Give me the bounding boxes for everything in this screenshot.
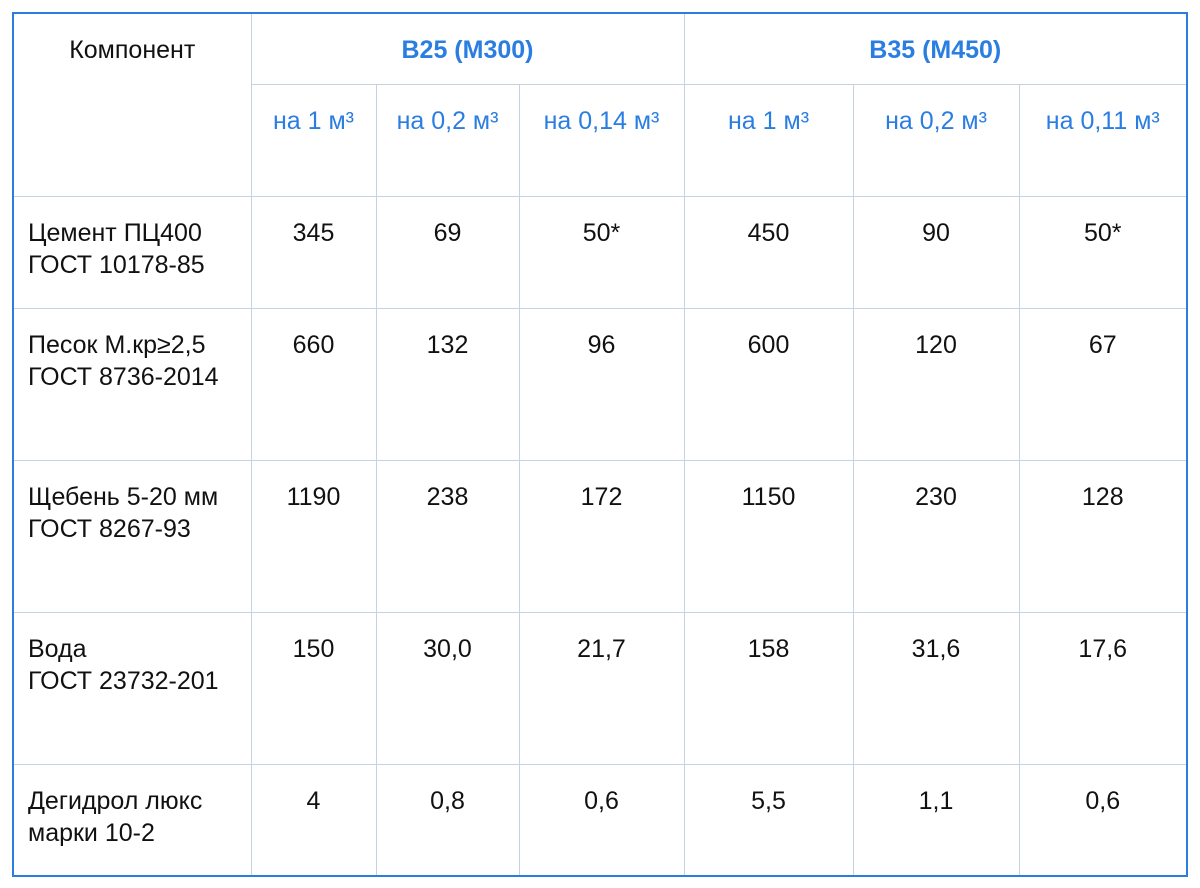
value-cell: 90 [852,195,1020,309]
value-cell: 5,5 [683,763,854,877]
subcolumn-header: на 0,14 м³ [518,83,685,197]
value-cell: 172 [518,459,685,613]
group-header: B35 (M450) [683,12,1188,85]
value-cell: 31,6 [852,611,1020,765]
concrete-table: Компонент B25 (M300) B35 (M450) на 1 м³ на… [12,12,1189,877]
value-cell: 132 [375,307,520,461]
value-cell: 128 [1018,459,1188,613]
value-cell: 30,0 [375,611,520,765]
value-cell: 69 [375,195,520,309]
table-row: Песок М.кр≥2,5 ГОСТ 8736-2014 660 132 96 600… [12,307,1188,461]
table-row: Вода ГОСТ 23732-201 150 30,0 21,7 158 31,6 17,… [12,611,1188,765]
value-cell: 450 [683,195,854,309]
subcolumn-header: на 1 м³ [250,83,377,197]
value-cell: 1,1 [852,763,1020,877]
table-row: Дегидрол люкс марки 10-2 4 0,8 0,6 5,5 1,1 0,6 [12,763,1188,877]
group-header: B25 (M300) [250,12,685,85]
component-cell: Вода ГОСТ 23732-201 [12,611,252,765]
value-cell: 50* [1018,195,1188,309]
value-cell: 150 [250,611,377,765]
value-cell: 17,6 [1018,611,1188,765]
subcolumn-header: на 0,11 м³ [1018,83,1188,197]
subcolumn-header: на 1 м³ [683,83,854,197]
value-cell: 96 [518,307,685,461]
value-cell: 158 [683,611,854,765]
component-cell: Дегидрол люкс марки 10-2 [12,763,252,877]
value-cell: 660 [250,307,377,461]
value-cell: 1190 [250,459,377,613]
value-cell: 230 [852,459,1020,613]
value-cell: 67 [1018,307,1188,461]
value-cell: 120 [852,307,1020,461]
component-header: Компонент [12,12,252,197]
value-cell: 50* [518,195,685,309]
value-cell: 0,6 [518,763,685,877]
value-cell: 0,6 [1018,763,1188,877]
value-cell: 1150 [683,459,854,613]
component-cell: Песок М.кр≥2,5 ГОСТ 8736-2014 [12,307,252,461]
value-cell: 0,8 [375,763,520,877]
table-row: Щебень 5-20 мм ГОСТ 8267-93 1190 238 172 115… [12,459,1188,613]
subcolumn-header: на 0,2 м³ [852,83,1020,197]
table-row: Цемент ПЦ400 ГОСТ 10178-85 345 69 50* 450 90 5… [12,195,1188,309]
value-cell: 4 [250,763,377,877]
component-cell: Цемент ПЦ400 ГОСТ 10178-85 [12,195,252,309]
value-cell: 345 [250,195,377,309]
value-cell: 600 [683,307,854,461]
subcolumn-header: на 0,2 м³ [375,83,520,197]
value-cell: 238 [375,459,520,613]
value-cell: 21,7 [518,611,685,765]
component-cell: Щебень 5-20 мм ГОСТ 8267-93 [12,459,252,613]
